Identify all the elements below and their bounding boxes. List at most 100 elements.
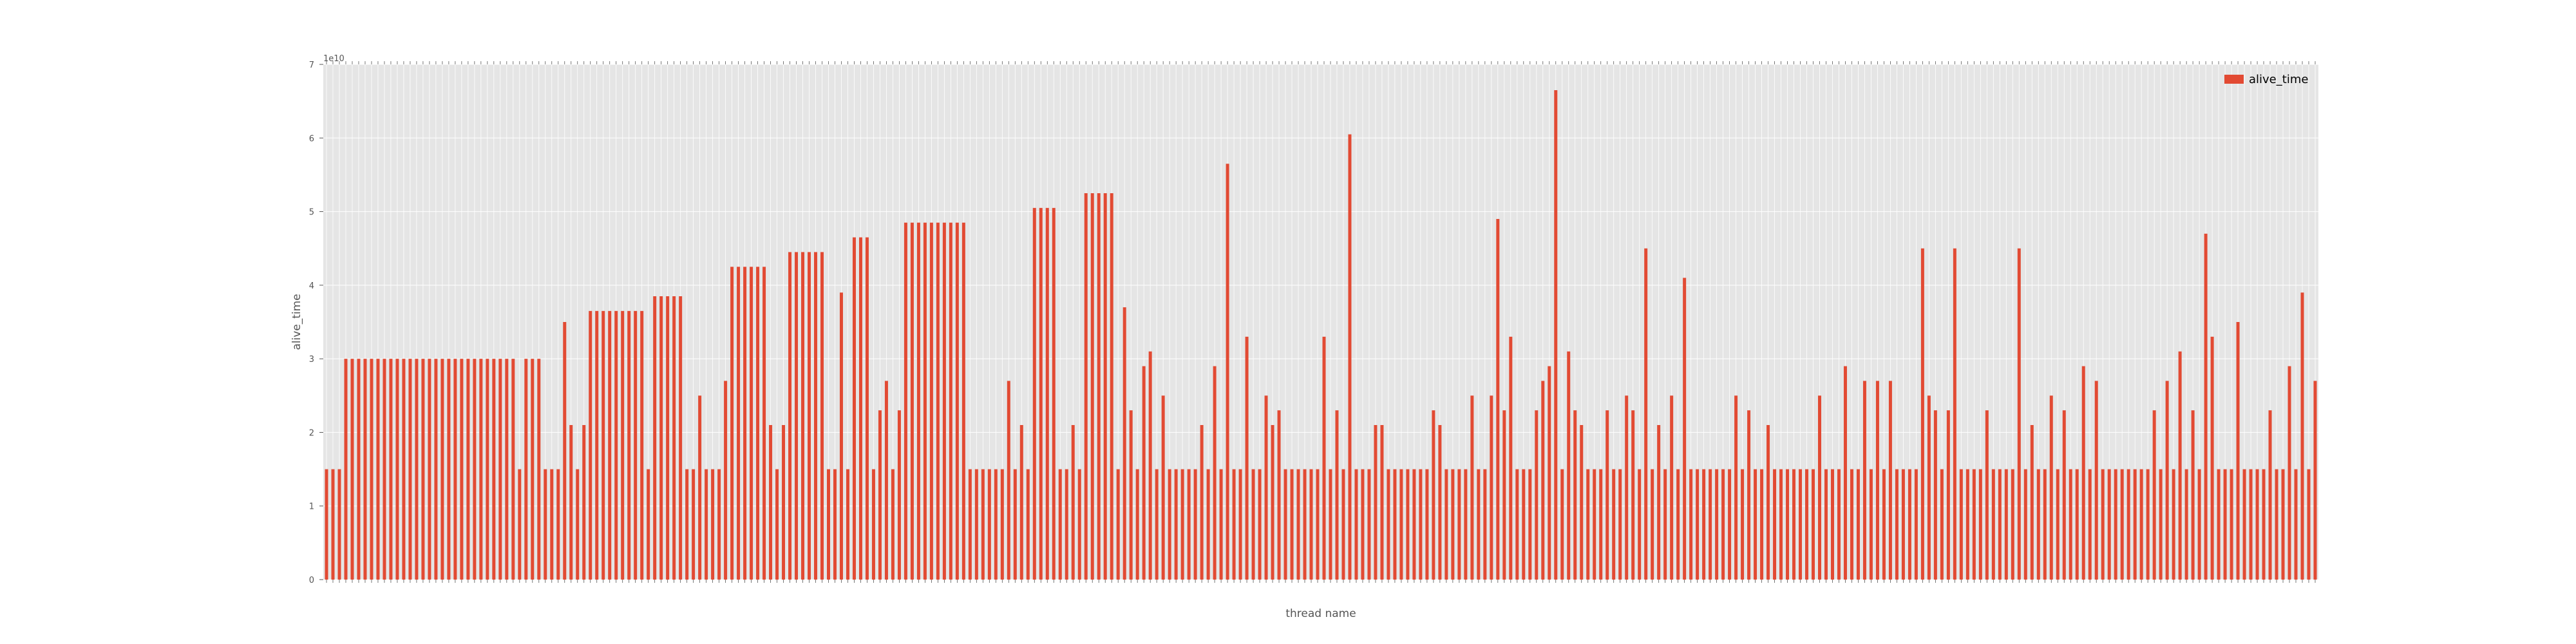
y-tick-label: 3 (309, 355, 314, 365)
bar (1168, 469, 1171, 580)
bar (1612, 469, 1616, 580)
bar (2242, 469, 2246, 580)
bar (839, 292, 843, 580)
bar (685, 469, 689, 580)
bar (2139, 469, 2143, 580)
bar (2210, 336, 2214, 580)
bar (923, 222, 927, 580)
bar (1702, 469, 1706, 580)
y-tick-label: 7 (309, 61, 314, 70)
bar (1490, 395, 1493, 580)
y-axis-ticks: 0 1 2 3 4 5 6 7 (309, 61, 323, 585)
y-tick-label: 2 (309, 428, 314, 438)
bar (1998, 469, 2002, 580)
bar (1696, 469, 1700, 580)
bar (961, 222, 965, 580)
bars-group (325, 90, 2317, 580)
bar (2049, 395, 2053, 580)
bar (1882, 469, 1886, 580)
bar (1856, 469, 1860, 580)
bar (363, 359, 367, 580)
bar (852, 237, 856, 580)
bar (608, 310, 612, 580)
bar (1045, 207, 1049, 580)
bar (1837, 469, 1841, 580)
bar (1103, 193, 1107, 580)
bar (376, 359, 380, 580)
bar (1927, 395, 1931, 580)
bar (569, 425, 573, 580)
bar (1193, 469, 1197, 580)
bar (653, 296, 657, 580)
bar (556, 469, 560, 580)
bar (576, 469, 580, 580)
bar (730, 267, 734, 580)
bar (1605, 410, 1609, 580)
bar (2184, 469, 2188, 580)
bar (1946, 410, 1950, 580)
bar (1651, 469, 1654, 580)
bar (421, 359, 425, 580)
bar (1554, 90, 1558, 580)
bar (1644, 248, 1648, 580)
bar (1245, 336, 1249, 580)
bar (1116, 469, 1120, 580)
bar (1812, 469, 1815, 580)
bar (601, 310, 605, 580)
bar (582, 425, 586, 580)
bar (1258, 469, 1262, 580)
bar (1238, 469, 1242, 580)
bar (1026, 469, 1030, 580)
bar (833, 469, 837, 580)
bar (370, 359, 374, 580)
bar (801, 252, 805, 580)
bar (1303, 469, 1307, 580)
bar (1920, 248, 1924, 580)
bar (1933, 410, 1937, 580)
y-tick-label: 6 (309, 134, 314, 144)
bar (2081, 366, 2085, 580)
bar (1180, 469, 1184, 580)
bar (2075, 469, 2079, 580)
bar (865, 237, 869, 580)
bar (2159, 469, 2163, 580)
bar (492, 359, 496, 580)
bar (2017, 248, 2021, 580)
bar (647, 469, 650, 580)
bar (402, 359, 406, 580)
bar (1709, 469, 1712, 580)
bar (1187, 469, 1191, 580)
bar (1580, 425, 1584, 580)
bar (1496, 219, 1500, 580)
bar (929, 222, 933, 580)
bar (1341, 469, 1345, 580)
bar (1818, 395, 1821, 580)
bar (2094, 381, 2098, 580)
bar (884, 381, 888, 580)
bar (614, 310, 618, 580)
bar (1451, 469, 1455, 580)
bar (1618, 469, 1622, 580)
bar (563, 322, 567, 580)
bar (750, 267, 753, 580)
bar (1715, 469, 1719, 580)
bar (2262, 469, 2266, 580)
bar (2088, 469, 2092, 580)
bar (1206, 469, 1210, 580)
bar (814, 252, 818, 580)
bar (2204, 233, 2208, 580)
bar (505, 359, 509, 580)
bar (325, 469, 328, 580)
bar (724, 381, 728, 580)
bar (1296, 469, 1300, 580)
legend-swatch (2224, 75, 2244, 84)
bar (1425, 469, 1429, 580)
bar (2294, 469, 2298, 580)
bar (826, 469, 830, 580)
bar (1219, 469, 1223, 580)
bar (531, 359, 535, 580)
bar (2313, 381, 2317, 580)
bar (1367, 469, 1371, 580)
bar (2107, 469, 2111, 580)
bar (1387, 469, 1390, 580)
